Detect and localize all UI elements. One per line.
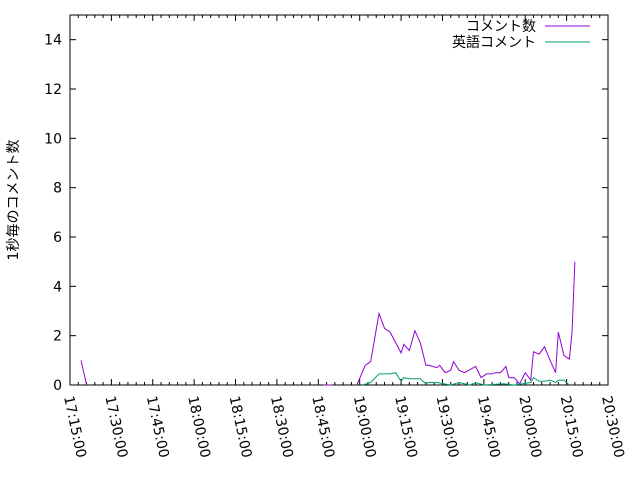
x-tick-label: 19:00:00	[350, 395, 379, 460]
x-tick-label: 18:15:00	[226, 395, 255, 460]
x-tick-label: 17:15:00	[60, 395, 89, 460]
y-tick-label: 4	[53, 279, 62, 295]
y-tick-label: 10	[44, 131, 62, 147]
y-tick-label: 12	[44, 82, 62, 98]
legend-label: 英語コメント	[452, 34, 536, 51]
y-tick-label: 2	[53, 329, 62, 345]
y-tick-label: 8	[53, 181, 62, 197]
x-tick-label: 20:30:00	[598, 395, 627, 460]
x-tick-label: 18:00:00	[184, 395, 213, 460]
axes: 0 2 4 6 8 10 12 14 17:15:00 17:30:00 17:45:00 18:00…	[44, 14, 627, 460]
series-line-1	[80, 261, 576, 386]
x-tick-label: 19:45:00	[474, 395, 503, 460]
legend-label: コメント数	[466, 19, 536, 35]
plot-frame	[69, 14, 609, 386]
y-tick-label: 14	[44, 33, 62, 49]
series-group	[80, 261, 576, 386]
y-tick-label: 6	[53, 230, 62, 246]
x-tick-label: 18:30:00	[267, 395, 296, 460]
x-tick-label: 19:15:00	[391, 395, 420, 460]
x-tick-label: 17:30:00	[101, 395, 130, 460]
series-line-2	[362, 372, 570, 386]
y-axis-label: 1秒毎のコメント数	[6, 140, 22, 261]
x-tick-label: 20:15:00	[557, 395, 586, 460]
y-tick-label: 0	[53, 378, 62, 394]
x-tick-label: 19:30:00	[433, 395, 462, 460]
x-tick-label: 17:45:00	[143, 395, 172, 460]
x-tick-label: 18:45:00	[308, 395, 337, 460]
x-tick-label: 20:00:00	[515, 395, 544, 460]
